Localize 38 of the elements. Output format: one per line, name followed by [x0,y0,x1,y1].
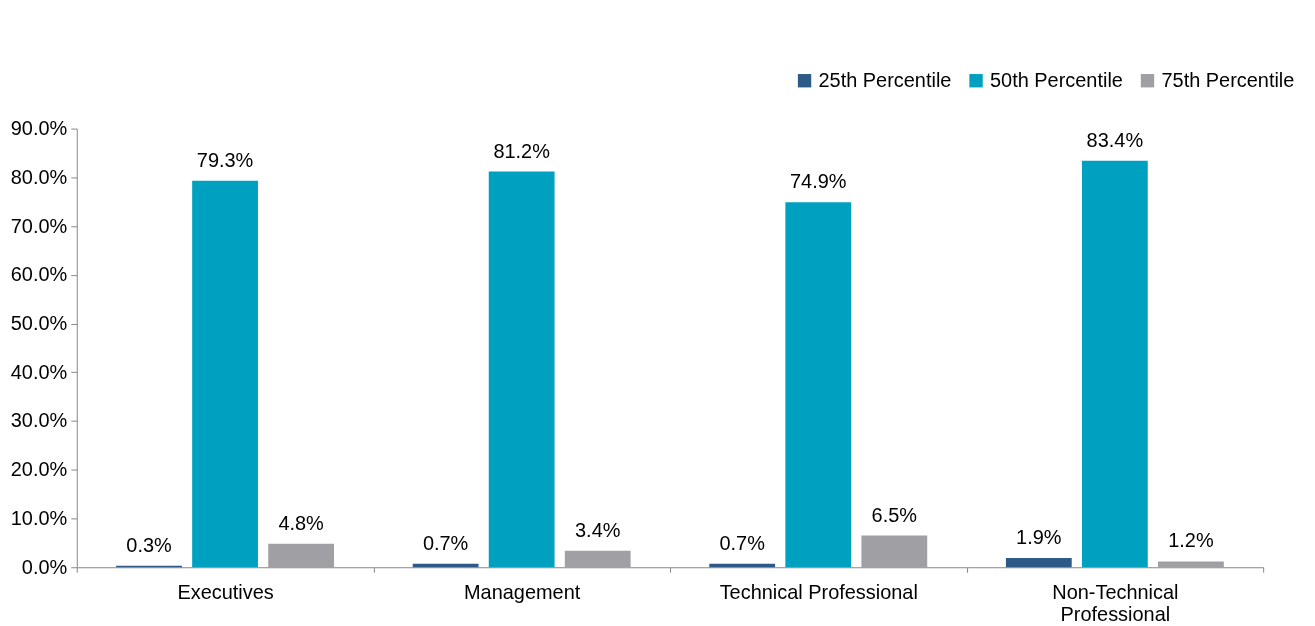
data-label: 0.7% [422,531,469,554]
bar [785,202,852,568]
x-tick-label: Management [464,580,581,603]
data-label: 1.2% [1168,529,1214,552]
legend-label: 50th Percentile [989,68,1123,91]
bar [488,171,555,568]
data-label: 0.3% [126,533,172,556]
bar [1081,160,1148,568]
x-tick-label: Non-Technical Professional [1052,580,1179,625]
y-tick-label: 90.0% [10,117,68,140]
data-label: 4.8% [278,511,324,534]
data-label: 81.2% [493,139,550,162]
y-tick-label: 70.0% [10,214,68,237]
y-tick-label: 40.0% [10,360,68,383]
bar [192,180,258,568]
y-tick-label: 10.0% [10,506,68,529]
bar [861,535,928,568]
y-tick-label: 50.0% [10,312,68,335]
x-tick-label: Executives [177,580,274,603]
data-label: 6.5% [871,503,918,526]
data-label: 79.3% [196,148,254,171]
bar [1158,561,1224,568]
bar [1005,557,1072,568]
y-tick-label: 30.0% [10,409,68,432]
bar [268,543,335,568]
y-tick-label: 80.0% [10,165,68,188]
data-label: 1.9% [1016,526,1062,549]
x-tick-label: Technical Professional [719,580,918,603]
bar [564,550,631,568]
legend-label: 25th Percentile [818,68,952,91]
data-label: 83.4% [1086,128,1144,151]
y-tick-label: 60.0% [10,263,68,286]
y-tick-label: 20.0% [10,458,68,481]
legend-label: 75th Percentile [1161,68,1295,91]
data-label: 3.4% [575,518,621,541]
data-label: 74.9% [790,170,847,193]
data-label: 0.7% [719,531,765,554]
y-tick-label: 0.0% [21,555,68,578]
